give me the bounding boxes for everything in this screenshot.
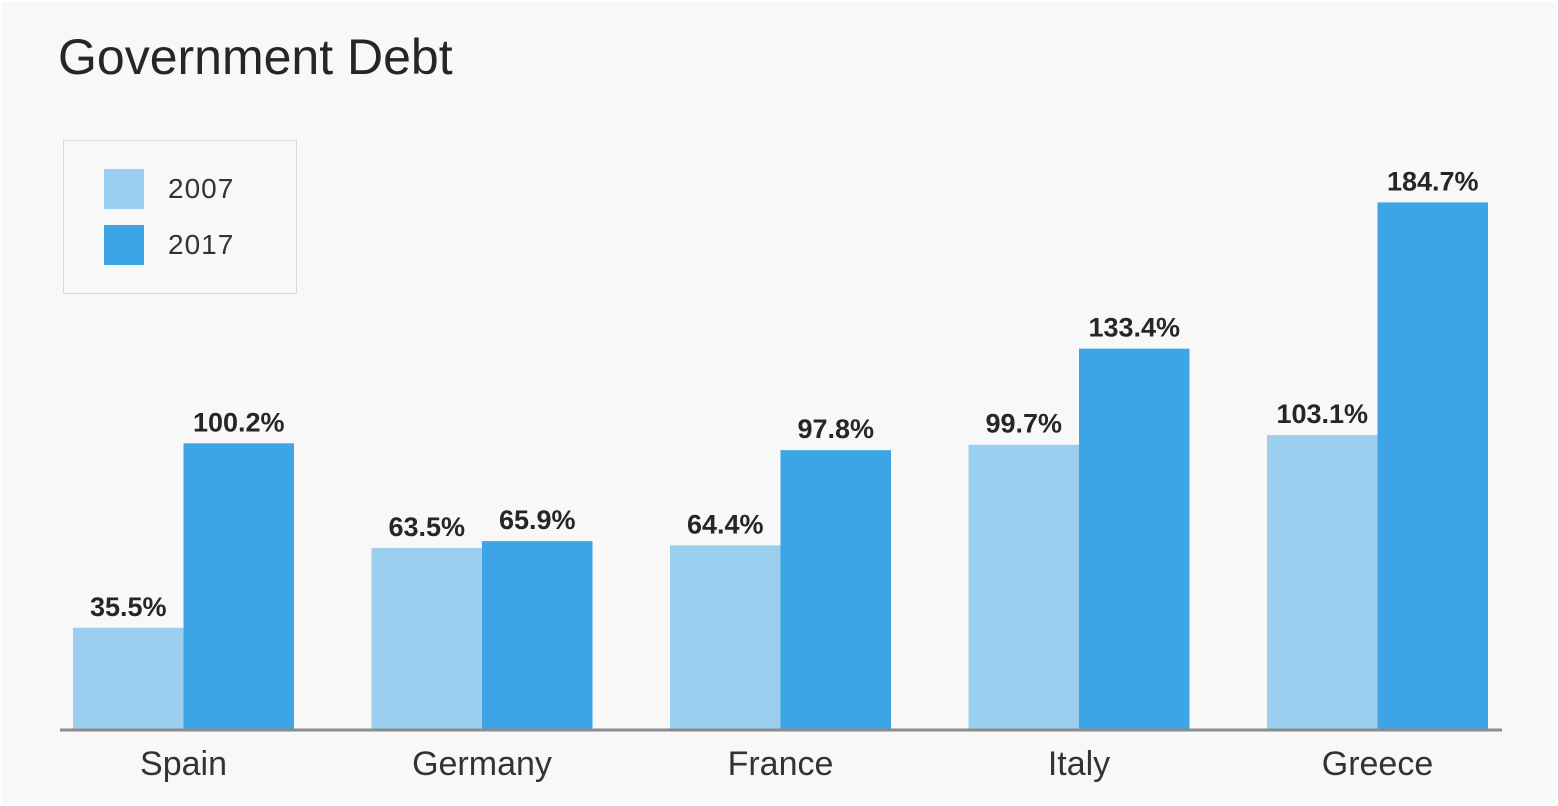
data-label-italy-2017: 133.4% bbox=[1088, 313, 1180, 343]
bar-germany-2017 bbox=[482, 541, 593, 729]
x-tick-label-spain: Spain bbox=[140, 745, 227, 783]
x-tick-label-italy: Italy bbox=[1048, 745, 1110, 783]
legend-item-2007: 2007 bbox=[104, 169, 234, 209]
legend-label-2007: 2007 bbox=[168, 173, 235, 204]
data-label-germany-2017: 65.9% bbox=[499, 505, 576, 535]
bar-france-2007 bbox=[670, 545, 781, 729]
data-label-greece-2007: 103.1% bbox=[1276, 399, 1368, 429]
x-tick-label-germany: Germany bbox=[412, 745, 552, 783]
data-label-greece-2017: 184.7% bbox=[1387, 166, 1479, 196]
legend-item-2017: 2017 bbox=[104, 225, 234, 265]
data-label-italy-2007: 99.7% bbox=[985, 409, 1062, 439]
bar-spain-2017 bbox=[183, 443, 294, 729]
x-tick-label-greece: Greece bbox=[1322, 745, 1434, 783]
data-label-germany-2007: 63.5% bbox=[388, 512, 465, 542]
data-label-spain-2007: 35.5% bbox=[90, 592, 167, 622]
data-label-france-2007: 64.4% bbox=[687, 509, 764, 539]
chart-title: Government Debt bbox=[58, 29, 453, 85]
bar-greece-2007 bbox=[1267, 435, 1378, 729]
data-label-spain-2017: 100.2% bbox=[193, 407, 285, 437]
x-tick-label-france: France bbox=[728, 745, 834, 783]
chart-legend: 2007 2017 bbox=[63, 140, 297, 294]
bar-greece-2017 bbox=[1377, 202, 1488, 729]
bar-italy-2017 bbox=[1079, 348, 1190, 729]
legend-swatch-2007 bbox=[104, 169, 144, 209]
legend-swatch-2017 bbox=[104, 225, 144, 265]
bar-france-2017 bbox=[780, 450, 891, 729]
bar-spain-2007 bbox=[73, 627, 184, 729]
bar-germany-2007 bbox=[371, 547, 482, 729]
data-label-france-2017: 97.8% bbox=[797, 414, 874, 444]
bar-italy-2007 bbox=[968, 444, 1079, 729]
legend-label-2017: 2017 bbox=[168, 229, 235, 260]
